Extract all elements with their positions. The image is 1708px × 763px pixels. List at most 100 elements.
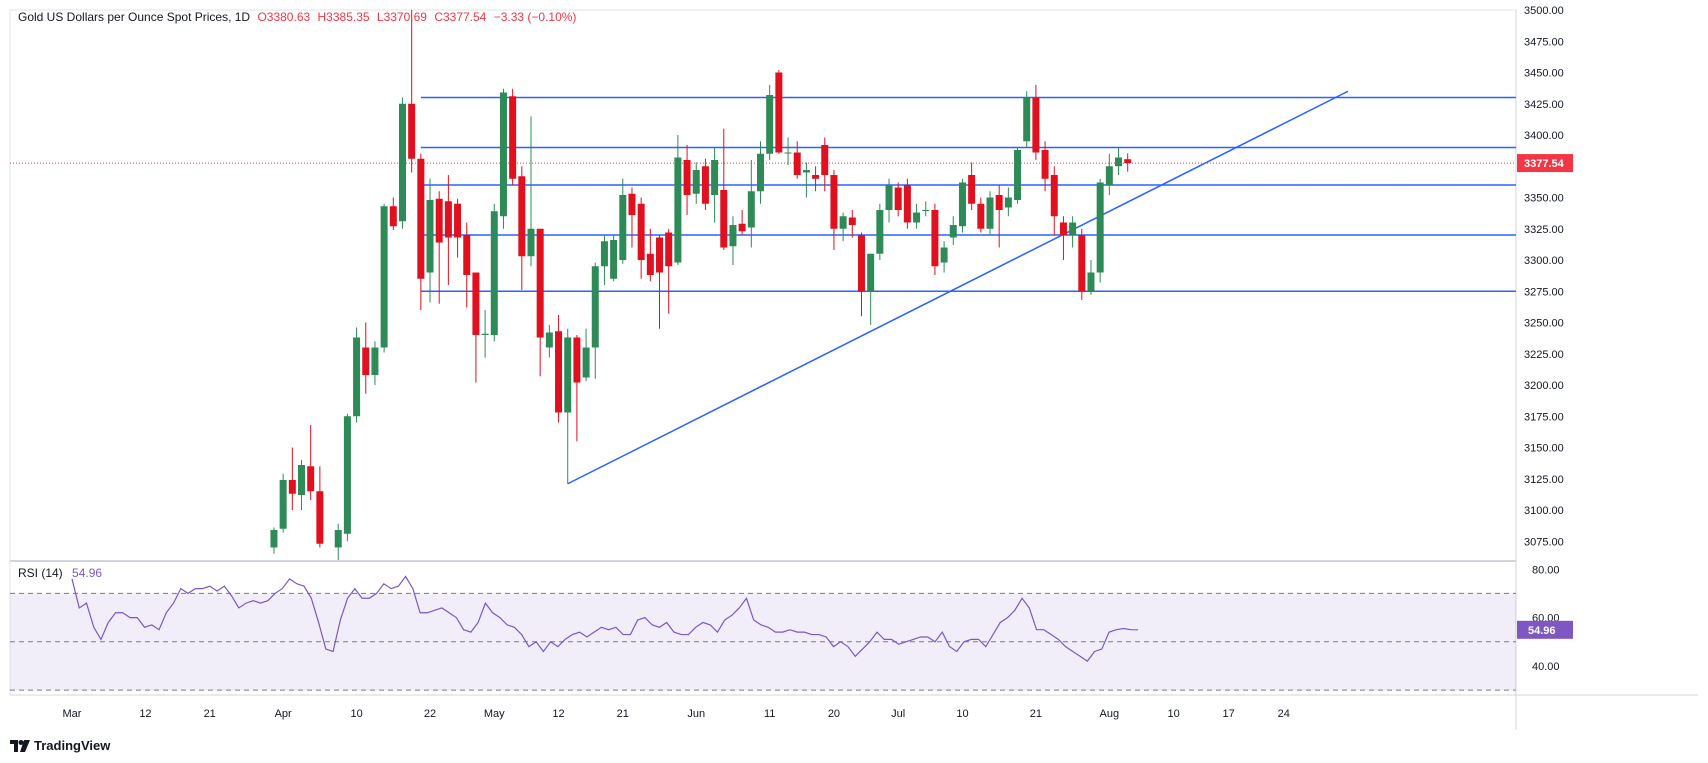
candle-down bbox=[977, 203, 985, 229]
candle-up bbox=[1004, 197, 1012, 208]
change-value: −3.33 (−0.10%) bbox=[493, 10, 577, 24]
time-axis-tick: 12 bbox=[139, 708, 151, 720]
time-axis-tick: Aug bbox=[1100, 708, 1120, 720]
candle-down bbox=[573, 337, 581, 383]
rsi-header: RSI (14) 54.96 bbox=[18, 566, 102, 580]
candle-down bbox=[830, 175, 838, 229]
tradingview-name: TradingView bbox=[34, 738, 111, 753]
last-price-marker bbox=[1517, 154, 1573, 173]
candle-down bbox=[536, 228, 544, 338]
price-axis-tick: 3250.00 bbox=[1524, 318, 1564, 330]
time-axis-tick: 21 bbox=[617, 708, 629, 720]
candle-up bbox=[426, 200, 434, 273]
candle-up bbox=[757, 153, 764, 192]
candle-up bbox=[1023, 97, 1031, 142]
open-value: O3380.63 bbox=[257, 10, 311, 24]
candle-up bbox=[527, 228, 535, 257]
candle-down bbox=[665, 232, 673, 267]
candle-up bbox=[1014, 150, 1022, 200]
candle-down bbox=[995, 195, 1003, 210]
candle-down bbox=[509, 96, 517, 179]
candle-up bbox=[600, 241, 608, 267]
candle-down bbox=[857, 235, 865, 292]
rsi-axis-tick: 40.00 bbox=[1532, 661, 1560, 673]
candle-up bbox=[610, 240, 618, 279]
candle-up bbox=[1096, 182, 1104, 273]
candle-up bbox=[747, 191, 755, 228]
candle-up bbox=[1115, 157, 1123, 167]
candle-down bbox=[472, 272, 480, 335]
price-axis-tick: 3425.00 bbox=[1524, 99, 1564, 111]
candle-down bbox=[683, 160, 691, 195]
candle-up bbox=[564, 337, 572, 413]
candle-down bbox=[389, 206, 397, 227]
symbol-header: Gold US Dollars per Ounce Spot Prices, 1… bbox=[18, 10, 580, 24]
candle-down bbox=[435, 198, 443, 243]
tradingview-logo-icon bbox=[10, 739, 30, 752]
symbol-title: Gold US Dollars per Ounce Spot Prices, 1… bbox=[18, 10, 251, 24]
candle-down bbox=[968, 175, 976, 204]
candle-up bbox=[839, 216, 847, 229]
candle-up bbox=[279, 480, 287, 529]
rsi-last-value-marker bbox=[1517, 620, 1573, 639]
candle-up bbox=[802, 170, 810, 173]
time-axis-tick: 24 bbox=[1278, 708, 1290, 720]
low-value: L3370.69 bbox=[376, 10, 427, 24]
candle-down bbox=[454, 203, 462, 238]
candle-down bbox=[417, 158, 425, 279]
candle-up bbox=[1105, 166, 1113, 185]
candle-up bbox=[885, 185, 893, 210]
plot-frame bbox=[9, 9, 1517, 696]
candle-up bbox=[619, 195, 627, 260]
candle-down bbox=[1050, 175, 1058, 217]
price-axis-tick: 3125.00 bbox=[1524, 474, 1564, 486]
price-axis-tick: 3400.00 bbox=[1524, 130, 1564, 142]
candle-up bbox=[674, 157, 682, 263]
candle-down bbox=[720, 190, 728, 248]
candle-down bbox=[1078, 235, 1086, 292]
time-axis-tick: Jun bbox=[687, 708, 705, 720]
candle-up bbox=[380, 206, 388, 348]
price-axis-tick: 3175.00 bbox=[1524, 411, 1564, 423]
time-axis-tick: 12 bbox=[552, 708, 564, 720]
candle-down bbox=[444, 201, 452, 238]
price-axis-tick: 3275.00 bbox=[1524, 286, 1564, 298]
candle-down bbox=[628, 193, 636, 215]
candle-up bbox=[591, 266, 599, 348]
candle-down bbox=[555, 331, 563, 413]
main-pane bbox=[10, 10, 1516, 560]
price-axis-tick: 3225.00 bbox=[1524, 349, 1564, 361]
candle-up bbox=[270, 530, 278, 548]
candle-down bbox=[793, 152, 801, 175]
candle-up bbox=[729, 225, 737, 247]
candle-up bbox=[986, 197, 994, 229]
candle-down bbox=[637, 203, 645, 260]
time-axis-tick: Mar bbox=[63, 708, 82, 720]
candle-up bbox=[298, 465, 305, 495]
candle-down bbox=[656, 237, 664, 273]
candle-up bbox=[784, 152, 792, 154]
candle-down bbox=[463, 235, 471, 275]
close-value: C3377.54 bbox=[434, 10, 487, 24]
price-axis-tick: 3150.00 bbox=[1524, 443, 1564, 455]
rsi-label: RSI (14) bbox=[18, 566, 63, 580]
candle-up bbox=[766, 95, 774, 154]
last-price-label: 3377.54 bbox=[1524, 158, 1565, 170]
candle-up bbox=[499, 92, 507, 217]
price-axis-tick: 3350.00 bbox=[1524, 193, 1564, 205]
time-axis-tick: 17 bbox=[1223, 708, 1235, 720]
time-axis-tick: Apr bbox=[275, 708, 292, 720]
price-axis-tick: 3500.00 bbox=[1524, 5, 1564, 17]
price-axis-tick: 3325.00 bbox=[1524, 224, 1564, 236]
candle-up bbox=[1087, 272, 1095, 292]
candle-down bbox=[307, 466, 315, 492]
candle-down bbox=[316, 491, 324, 544]
candle-down bbox=[701, 166, 709, 204]
candle-up bbox=[1069, 222, 1077, 235]
candle-up bbox=[692, 170, 700, 194]
rsi-last-value-label: 54.96 bbox=[1528, 625, 1556, 637]
candle-down bbox=[821, 145, 829, 175]
tradingview-logo[interactable]: TradingView bbox=[10, 738, 110, 753]
candle-up bbox=[545, 332, 553, 348]
